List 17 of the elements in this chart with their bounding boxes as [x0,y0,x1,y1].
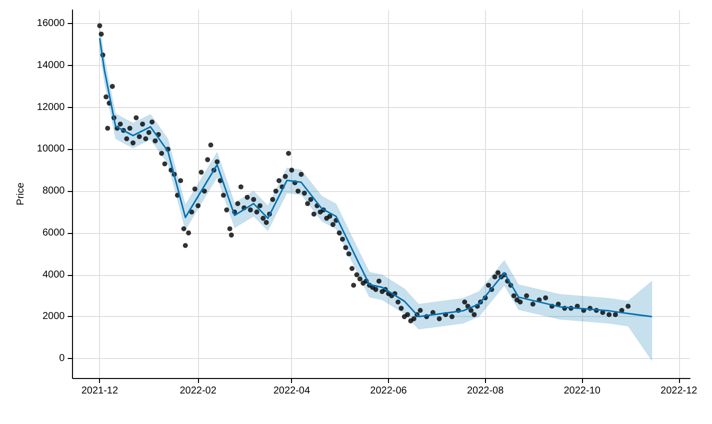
x-tick-label: 2022-08 [466,386,504,396]
y-tick-label: 0 [59,353,66,364]
y-tick-label: 14000 [36,60,66,71]
y-tick-label: 4000 [42,269,66,280]
y-tick-label: 2000 [42,311,66,322]
x-tick-label: 2021-12 [81,386,118,396]
y-axis-title: Price [16,182,26,206]
x-tick-label: 2022-04 [273,386,310,396]
y-tick-label: 12000 [36,102,66,113]
x-tick-label: 2022-10 [564,386,601,396]
y-tick-label: 6000 [42,227,66,238]
y-tick-label: 8000 [42,186,66,197]
y-tick-label: 10000 [36,144,66,155]
x-tick-label: 2022-12 [660,386,698,396]
y-tick-label: 16000 [36,18,66,30]
x-tick-label: 2022-06 [370,386,408,396]
x-tick-label: 2022-02 [180,386,217,396]
